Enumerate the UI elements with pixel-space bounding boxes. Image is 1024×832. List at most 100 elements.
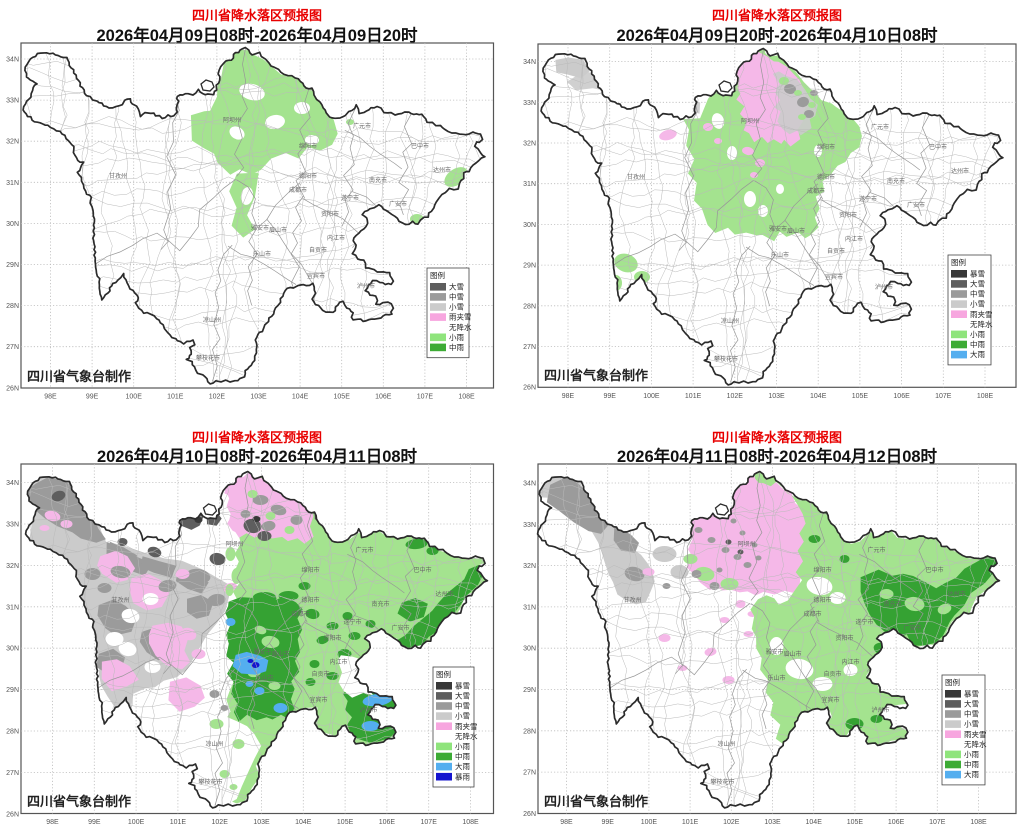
svg-text:图例: 图例	[430, 270, 445, 280]
svg-text:29N: 29N	[523, 687, 536, 694]
svg-text:中雨: 中雨	[970, 339, 985, 349]
svg-text:31N: 31N	[523, 604, 536, 611]
svg-text:34N: 34N	[6, 57, 19, 64]
svg-text:暴雪: 暴雪	[455, 681, 470, 690]
svg-text:中雪: 中雪	[455, 701, 470, 711]
svg-text:四川省降水落区预报图: 四川省降水落区预报图	[192, 8, 322, 23]
svg-text:100E: 100E	[641, 819, 658, 826]
svg-text:26N: 26N	[523, 385, 536, 392]
svg-text:106E: 106E	[375, 394, 392, 401]
svg-text:108E: 108E	[970, 819, 987, 826]
svg-text:大雨: 大雨	[970, 349, 985, 359]
svg-text:32N: 32N	[6, 563, 19, 570]
svg-text:30N: 30N	[6, 221, 19, 228]
svg-text:104E: 104E	[806, 819, 823, 826]
svg-text:98E: 98E	[44, 394, 57, 401]
svg-text:四川省降水落区预报图: 四川省降水落区预报图	[712, 430, 842, 445]
svg-text:99E: 99E	[601, 819, 614, 826]
svg-text:99E: 99E	[603, 393, 616, 400]
svg-text:图例: 图例	[436, 669, 451, 679]
svg-text:31N: 31N	[6, 180, 19, 187]
svg-text:无降水: 无降水	[455, 731, 478, 741]
svg-text:107E: 107E	[929, 819, 946, 826]
svg-text:32N: 32N	[6, 139, 19, 146]
svg-text:暴雨: 暴雨	[455, 772, 470, 781]
svg-text:106E: 106E	[379, 819, 396, 826]
svg-text:大雨: 大雨	[964, 769, 979, 779]
svg-text:27N: 27N	[523, 344, 536, 351]
svg-text:雨夹雪: 雨夹雪	[449, 312, 472, 322]
svg-text:105E: 105E	[337, 819, 354, 826]
svg-text:102E: 102E	[212, 819, 229, 826]
svg-text:中雨: 中雨	[449, 342, 464, 352]
svg-text:小雨: 小雨	[449, 333, 464, 342]
svg-text:101E: 101E	[167, 394, 184, 401]
svg-text:27N: 27N	[6, 344, 19, 351]
svg-text:100E: 100E	[126, 394, 143, 401]
svg-text:四川省气象台制作: 四川省气象台制作	[544, 794, 648, 809]
svg-text:108E: 108E	[458, 394, 475, 401]
svg-text:101E: 101E	[170, 819, 187, 826]
svg-text:29N: 29N	[6, 262, 19, 269]
svg-text:小雨: 小雨	[455, 742, 470, 751]
svg-text:107E: 107E	[935, 393, 952, 400]
svg-text:四川省气象台制作: 四川省气象台制作	[27, 794, 131, 809]
svg-text:中雨: 中雨	[455, 751, 470, 761]
svg-text:中雪: 中雪	[964, 709, 979, 719]
svg-text:102E: 102E	[727, 393, 744, 400]
svg-text:108E: 108E	[462, 819, 479, 826]
svg-text:28N: 28N	[6, 303, 19, 310]
svg-text:大雪: 大雪	[970, 279, 985, 289]
svg-text:101E: 101E	[682, 819, 699, 826]
svg-text:105E: 105E	[334, 394, 351, 401]
svg-text:34N: 34N	[523, 481, 536, 488]
svg-text:33N: 33N	[523, 100, 536, 107]
svg-text:大雪: 大雪	[455, 691, 470, 701]
svg-text:102E: 102E	[209, 394, 226, 401]
svg-text:103E: 103E	[764, 819, 781, 826]
svg-text:中雪: 中雪	[970, 289, 985, 299]
svg-text:26N: 26N	[6, 385, 19, 392]
svg-text:中雪: 中雪	[449, 292, 464, 302]
svg-text:33N: 33N	[6, 98, 19, 105]
svg-text:34N: 34N	[523, 59, 536, 66]
svg-text:小雪: 小雪	[455, 712, 470, 721]
svg-text:27N: 27N	[523, 770, 536, 777]
svg-text:29N: 29N	[6, 687, 19, 694]
svg-text:四川省气象台制作: 四川省气象台制作	[27, 369, 131, 384]
svg-text:四川省降水落区预报图: 四川省降水落区预报图	[712, 8, 842, 23]
svg-text:30N: 30N	[6, 646, 19, 653]
svg-text:2026年04月09日08时-2026年04月09日20时: 2026年04月09日08时-2026年04月09日20时	[96, 25, 418, 45]
svg-text:30N: 30N	[523, 646, 536, 653]
svg-text:100E: 100E	[128, 819, 145, 826]
svg-text:103E: 103E	[768, 393, 785, 400]
svg-text:28N: 28N	[6, 729, 19, 736]
svg-text:小雨: 小雨	[970, 330, 985, 339]
svg-text:四川省降水落区预报图: 四川省降水落区预报图	[192, 430, 322, 445]
svg-text:雨夹雪: 雨夹雪	[970, 309, 993, 319]
svg-text:大雨: 大雨	[455, 761, 470, 771]
svg-text:2026年04月09日20时-2026年04月10日08时: 2026年04月09日20时-2026年04月10日08时	[616, 25, 938, 45]
svg-text:雨夹雪: 雨夹雪	[455, 721, 478, 731]
svg-text:26N: 26N	[523, 811, 536, 818]
svg-text:小雨: 小雨	[964, 750, 979, 759]
svg-text:31N: 31N	[6, 604, 19, 611]
svg-text:99E: 99E	[88, 819, 101, 826]
svg-text:101E: 101E	[685, 393, 702, 400]
svg-text:99E: 99E	[86, 394, 99, 401]
svg-text:小雪: 小雪	[964, 720, 979, 729]
svg-text:图例: 图例	[945, 677, 960, 687]
svg-text:30N: 30N	[523, 222, 536, 229]
svg-text:暴雪: 暴雪	[970, 269, 985, 278]
svg-text:108E: 108E	[977, 393, 994, 400]
svg-text:小雪: 小雪	[449, 303, 464, 312]
svg-text:无降水: 无降水	[970, 319, 993, 329]
svg-text:32N: 32N	[523, 141, 536, 148]
svg-text:104E: 104E	[292, 394, 309, 401]
svg-text:34N: 34N	[6, 480, 19, 487]
svg-text:28N: 28N	[523, 728, 536, 735]
svg-text:98E: 98E	[560, 819, 573, 826]
svg-text:中雨: 中雨	[964, 759, 979, 769]
svg-text:小雪: 小雪	[970, 300, 985, 309]
svg-text:104E: 104E	[295, 819, 312, 826]
